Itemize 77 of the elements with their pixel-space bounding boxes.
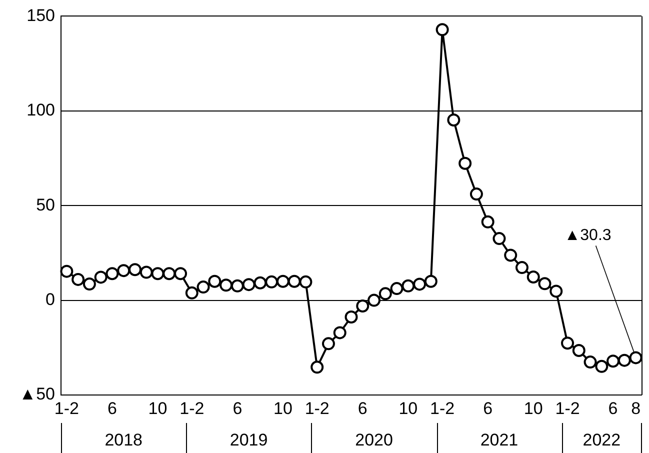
x-tick-label: 1-2: [304, 398, 330, 418]
point: [606, 354, 620, 368]
point: [356, 299, 370, 312]
point: [288, 274, 301, 288]
x-tick-label: 1-2: [180, 398, 204, 418]
point: [106, 267, 119, 280]
annotation: ▲30.3: [564, 227, 612, 244]
point: [538, 277, 552, 290]
x-tick-label: 6: [358, 398, 368, 418]
point: [368, 294, 381, 307]
point: [82, 278, 96, 291]
x-tick-label: 10: [273, 398, 292, 418]
point: [242, 278, 256, 292]
point: [526, 270, 540, 284]
point: [561, 336, 574, 350]
point: [151, 267, 164, 280]
point: [572, 344, 586, 357]
x-tick-label: 6: [483, 398, 493, 418]
text: 2022: [582, 430, 621, 450]
y-tick-label: 150: [26, 6, 55, 25]
x-tick-label: 10: [148, 398, 168, 418]
point: [458, 156, 472, 170]
point: [230, 279, 244, 292]
text: 2018: [104, 430, 143, 450]
point: [265, 275, 278, 288]
x-tick-label: 6: [107, 398, 117, 418]
x-tick-label: 8: [631, 398, 641, 418]
point: [254, 276, 267, 290]
point: [344, 310, 358, 324]
point: [413, 278, 426, 291]
point: [618, 354, 631, 367]
point: [117, 264, 130, 278]
x-tick-label: 1-2: [555, 398, 580, 418]
x-tick-label: 6: [232, 398, 242, 418]
text: 2020: [355, 430, 393, 450]
x-tick-label: 10: [398, 398, 418, 418]
point: [492, 232, 506, 246]
y-tick-label: 50: [36, 195, 55, 214]
y-tick-label: 100: [26, 100, 55, 120]
point: [481, 215, 494, 228]
point: [208, 274, 222, 288]
x-tick-label: 10: [524, 398, 543, 418]
point: [584, 356, 597, 369]
point: [378, 287, 392, 300]
y-tick-label: ▲50: [19, 384, 55, 404]
point: [595, 360, 608, 373]
point: [276, 274, 290, 288]
point: [390, 282, 404, 296]
y-tick-label: 0: [46, 290, 55, 309]
point: [629, 351, 642, 364]
point: [447, 113, 460, 126]
point: [220, 278, 233, 292]
text: 2019: [230, 430, 268, 450]
point: [333, 326, 346, 340]
point: [185, 286, 198, 300]
point: [470, 188, 483, 201]
point: [299, 275, 312, 288]
point: [196, 280, 210, 294]
point: [128, 263, 142, 276]
point: [515, 261, 528, 274]
point: [322, 337, 335, 350]
point: [140, 266, 153, 279]
point: [436, 23, 449, 36]
point: [60, 264, 74, 278]
x-tick-label: 1-2: [54, 398, 79, 418]
text: 2021: [480, 430, 518, 450]
point: [424, 274, 438, 288]
point: [504, 248, 518, 262]
point: [310, 360, 324, 374]
x-tick-label: 1-2: [430, 398, 455, 418]
point: [162, 267, 176, 280]
point: [550, 284, 563, 298]
point: [402, 279, 415, 292]
point: [94, 270, 108, 284]
point: [72, 272, 85, 286]
point: [174, 267, 188, 280]
x-tick-label: 6: [608, 398, 618, 418]
